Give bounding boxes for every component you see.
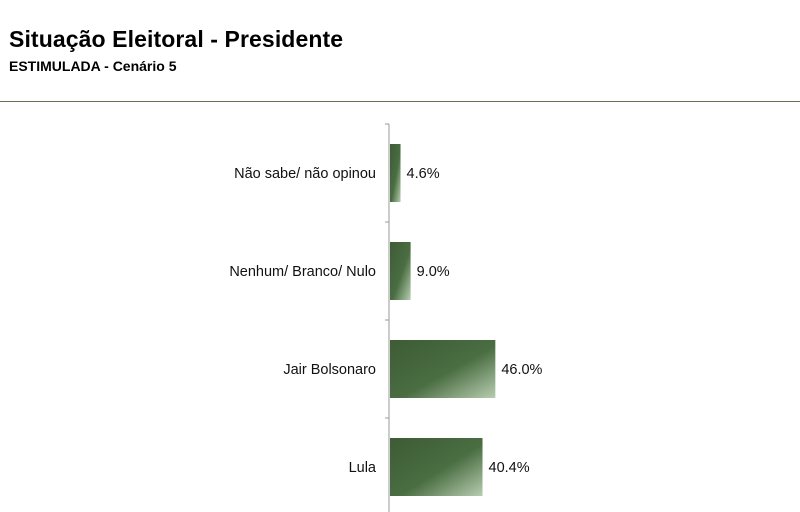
chart-title: Situação Eleitoral - Presidente: [9, 26, 344, 52]
data-label: 9.0%: [417, 264, 450, 280]
category-label: Jair Bolsonaro: [283, 362, 376, 378]
bar: [390, 438, 483, 496]
data-label: 40.4%: [489, 460, 530, 476]
category-label: Não sabe/ não opinou: [234, 166, 376, 182]
labels-layer: Não sabe/ não opinou 4.6% Nenhum/ Branco/ …: [229, 166, 542, 476]
bar: [390, 340, 496, 398]
category-label: Nenhum/ Branco/ Nulo: [229, 264, 376, 280]
data-label: 46.0%: [501, 362, 542, 378]
header-divider: [0, 101, 800, 102]
category-axis: [385, 123, 390, 512]
category-label: Lula: [349, 460, 377, 476]
chart-subtitle: ESTIMULADA - Cenário 5: [9, 58, 177, 74]
bar: [390, 242, 411, 300]
bars-layer: [390, 144, 496, 496]
data-label: 4.6%: [407, 166, 440, 182]
bar: [390, 144, 401, 202]
